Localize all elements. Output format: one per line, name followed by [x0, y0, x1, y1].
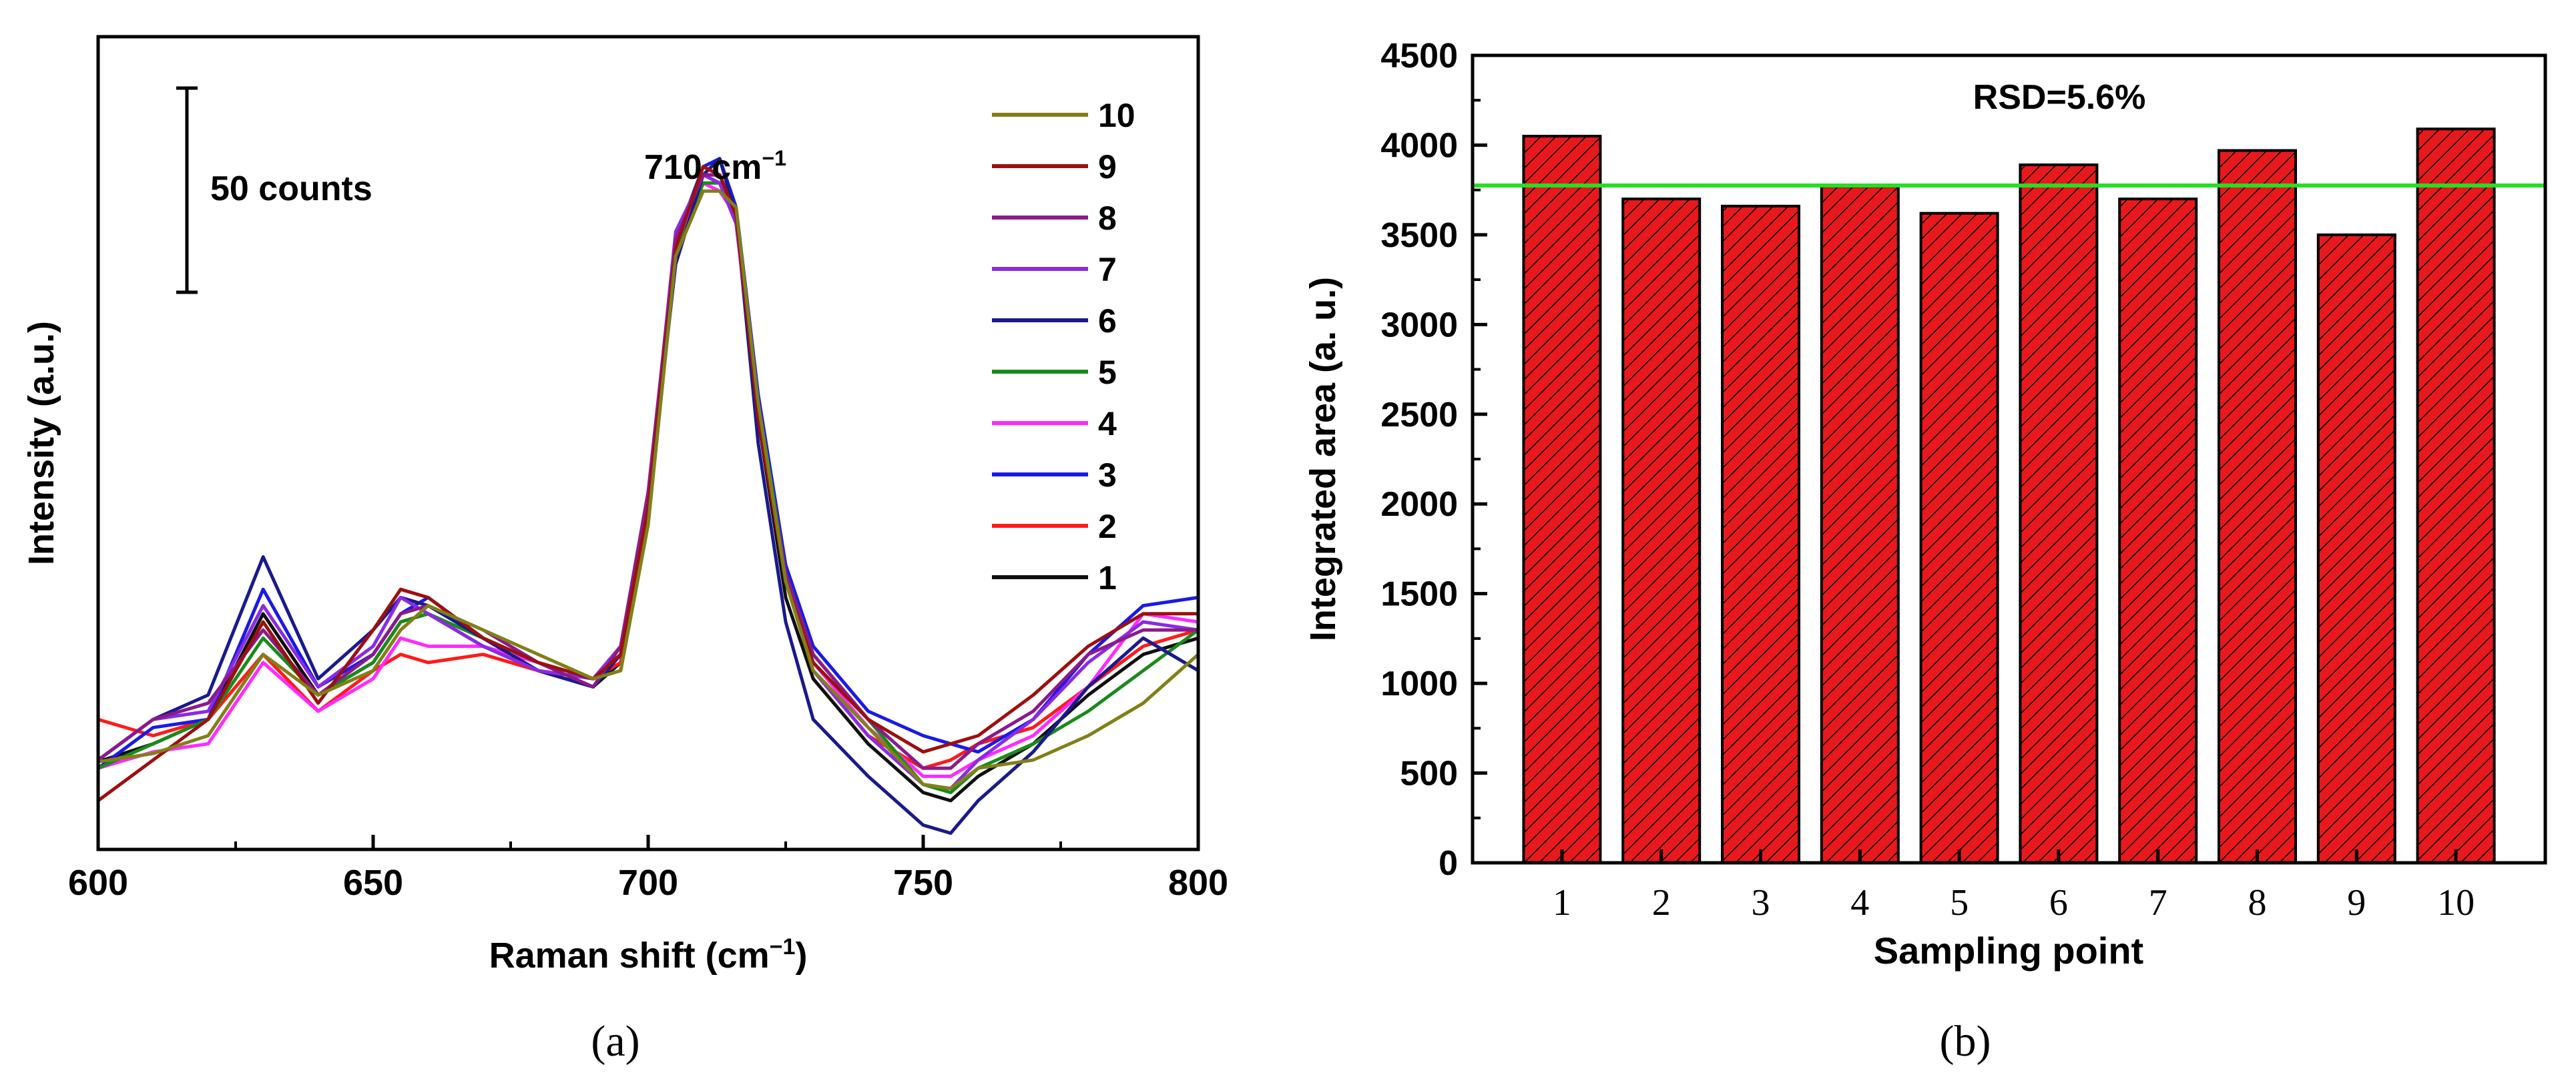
y-tick-label-1500: 1500 [1380, 575, 1458, 614]
y-tick-label-2500: 2500 [1380, 396, 1458, 434]
y-tick-label-4500: 4500 [1380, 37, 1458, 75]
legend-label-5: 5 [1098, 354, 1117, 391]
y-tick-label-0: 0 [1439, 844, 1458, 883]
y-tick-label-3000: 3000 [1380, 306, 1458, 344]
bar-4 [1820, 185, 1900, 864]
series-8-line [97, 173, 1198, 770]
y-tick-label-2000: 2000 [1380, 485, 1458, 524]
category-label-6: 6 [2049, 882, 2068, 924]
series-3-line [97, 157, 1199, 770]
bar-7 [2118, 198, 2198, 865]
x-tick-label-700: 700 [618, 863, 678, 903]
legend-label-1: 1 [1098, 559, 1117, 597]
x-tick-label-600: 600 [68, 863, 128, 903]
y-axis-title-b: Integrated area (a. u.) [1303, 277, 1343, 641]
y-tick-label-500: 500 [1400, 755, 1458, 793]
legend-label-6: 6 [1098, 302, 1117, 340]
x-tick-label-800: 800 [1168, 863, 1228, 903]
category-label-7: 7 [2149, 882, 2167, 924]
x-axis-title: Raman shift (cm−1) [489, 934, 808, 976]
series-2-line [97, 173, 1199, 770]
bar-9 [2316, 233, 2396, 864]
y-tick-label-3500: 3500 [1380, 216, 1458, 255]
legend-label-8: 8 [1098, 200, 1117, 237]
bar-2 [1621, 198, 1702, 865]
bar-8 [2217, 149, 2297, 864]
bar-6 [2019, 163, 2099, 864]
panel-label-a: (a) [591, 1017, 639, 1066]
scale-bar-label: 50 counts [210, 169, 372, 208]
series-9-line [97, 165, 1198, 802]
category-label-3: 3 [1752, 882, 1770, 924]
raman-spectra-chart: 600 650 700 750 800 Intensity (a.u.) Raman s… [21, 35, 1228, 1066]
x-axis-title-b: Sampling point [1874, 930, 2143, 972]
x-axis-ticks: 600 650 700 750 800 [68, 835, 1228, 903]
integrated-area-chart: 0 500 1000 1500 2000 2500 3000 3500 4000 4500 1 2 3… [1303, 37, 2547, 1066]
category-label-10: 10 [2437, 882, 2475, 924]
category-label-1: 1 [1553, 882, 1571, 924]
legend-label-3: 3 [1098, 456, 1117, 494]
legend-label-7: 7 [1098, 251, 1117, 288]
category-label-5: 5 [1950, 882, 1969, 924]
bars [1522, 127, 2496, 865]
y-axis-title: Intensity (a.u.) [21, 321, 61, 565]
x-axis-ticks-b: 1 2 3 4 5 6 7 8 9 10 [1553, 849, 2475, 924]
legend-label-4: 4 [1098, 405, 1117, 442]
legend-label-2: 2 [1098, 508, 1117, 545]
y-axis-ticks: 0 500 1000 1500 2000 2500 3000 3500 4000 4500 [1380, 37, 1487, 883]
bar-10 [2416, 127, 2496, 865]
spectra-lines [97, 157, 1200, 835]
y-tick-label-4000: 4000 [1380, 126, 1458, 165]
y-tick-label-1000: 1000 [1380, 665, 1458, 703]
peak-label: 710 cm−1 [644, 146, 786, 187]
series-10-line [97, 189, 1200, 791]
legend-label-10: 10 [1098, 97, 1135, 134]
category-label-9: 9 [2347, 882, 2366, 924]
category-label-2: 2 [1652, 882, 1671, 924]
legend-label-9: 9 [1098, 148, 1117, 186]
x-tick-label-750: 750 [893, 863, 953, 903]
bar-5 [1919, 212, 1999, 865]
panel-label-b: (b) [1940, 1017, 1991, 1066]
x-tick-label-650: 650 [343, 863, 403, 903]
category-label-8: 8 [2248, 882, 2266, 924]
category-label-4: 4 [1850, 882, 1869, 924]
scale-bar [176, 86, 198, 294]
bar-1 [1522, 135, 1602, 864]
bar-3 [1721, 204, 1801, 865]
legend: 10 9 8 7 6 5 4 3 2 1 [992, 97, 1135, 597]
rsd-label: RSD=5.6% [1973, 78, 2146, 117]
